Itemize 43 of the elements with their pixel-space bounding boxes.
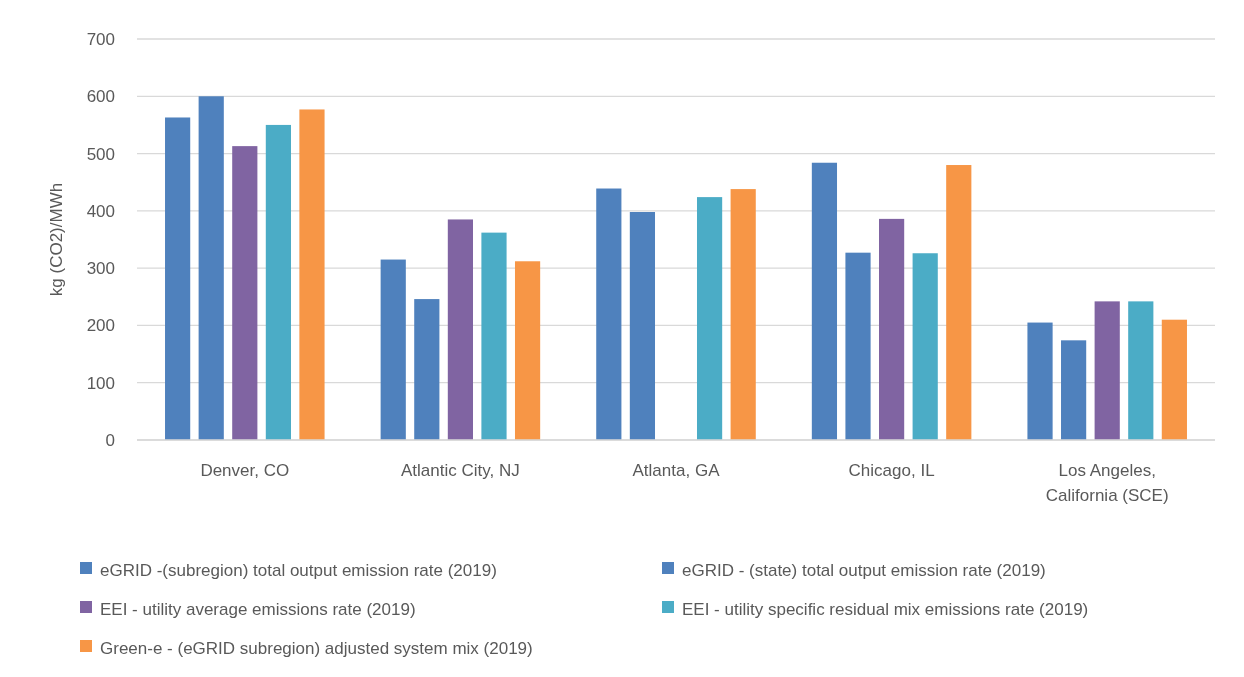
bar [629,212,656,440]
x-tick-label: Los Angeles, California (SCE) [1045,461,1169,505]
bar [1161,319,1187,440]
bar [514,261,541,440]
bar [481,232,507,440]
legend-label: eGRID - (state) total output emission rate (2019) [682,560,1046,580]
bar [1128,301,1154,440]
bar [414,299,440,440]
bar [946,165,972,440]
legend-label: EEI - utility specific residual mix emissions rate (2019) [682,599,1089,619]
bar [811,162,838,440]
bar [596,188,622,440]
bar [1094,301,1120,440]
y-tick-label: 400 [86,201,115,221]
legend-label: eGRID -(subregion) total output emission rate (2019) [100,560,497,580]
bar [299,109,325,440]
bar [165,117,191,440]
bar [447,219,473,440]
bar [380,259,406,440]
bar [1061,340,1087,440]
bar [198,96,224,440]
y-tick-label: 500 [86,144,115,164]
bar [879,218,905,440]
bar [1027,322,1053,440]
x-tick-label: Chicago, IL [848,461,935,480]
y-tick-label: 100 [86,373,115,393]
y-tick-label: 0 [105,430,115,450]
bar [730,189,756,440]
y-tick-label: 300 [86,259,115,279]
y-tick-label: 700 [86,29,115,49]
legend-label: Green-e - (eGRID subregion) adjusted system mix (2019) [100,638,533,658]
x-tick-label: Denver, CO [200,461,290,480]
bar [232,146,258,440]
x-tick-label: Atlantic City, NJ [401,461,520,480]
x-tick-label: Atlanta, GA [632,461,721,480]
bar [265,124,291,440]
legend-label: EEI - utility average emissions rate (2019) [100,599,416,619]
y-axis-title: kg (CO2)/MWh [47,182,66,297]
bar [912,253,938,440]
bar [845,252,871,440]
y-tick-label: 600 [86,87,115,107]
bar [696,197,723,440]
y-tick-label: 200 [86,316,115,336]
